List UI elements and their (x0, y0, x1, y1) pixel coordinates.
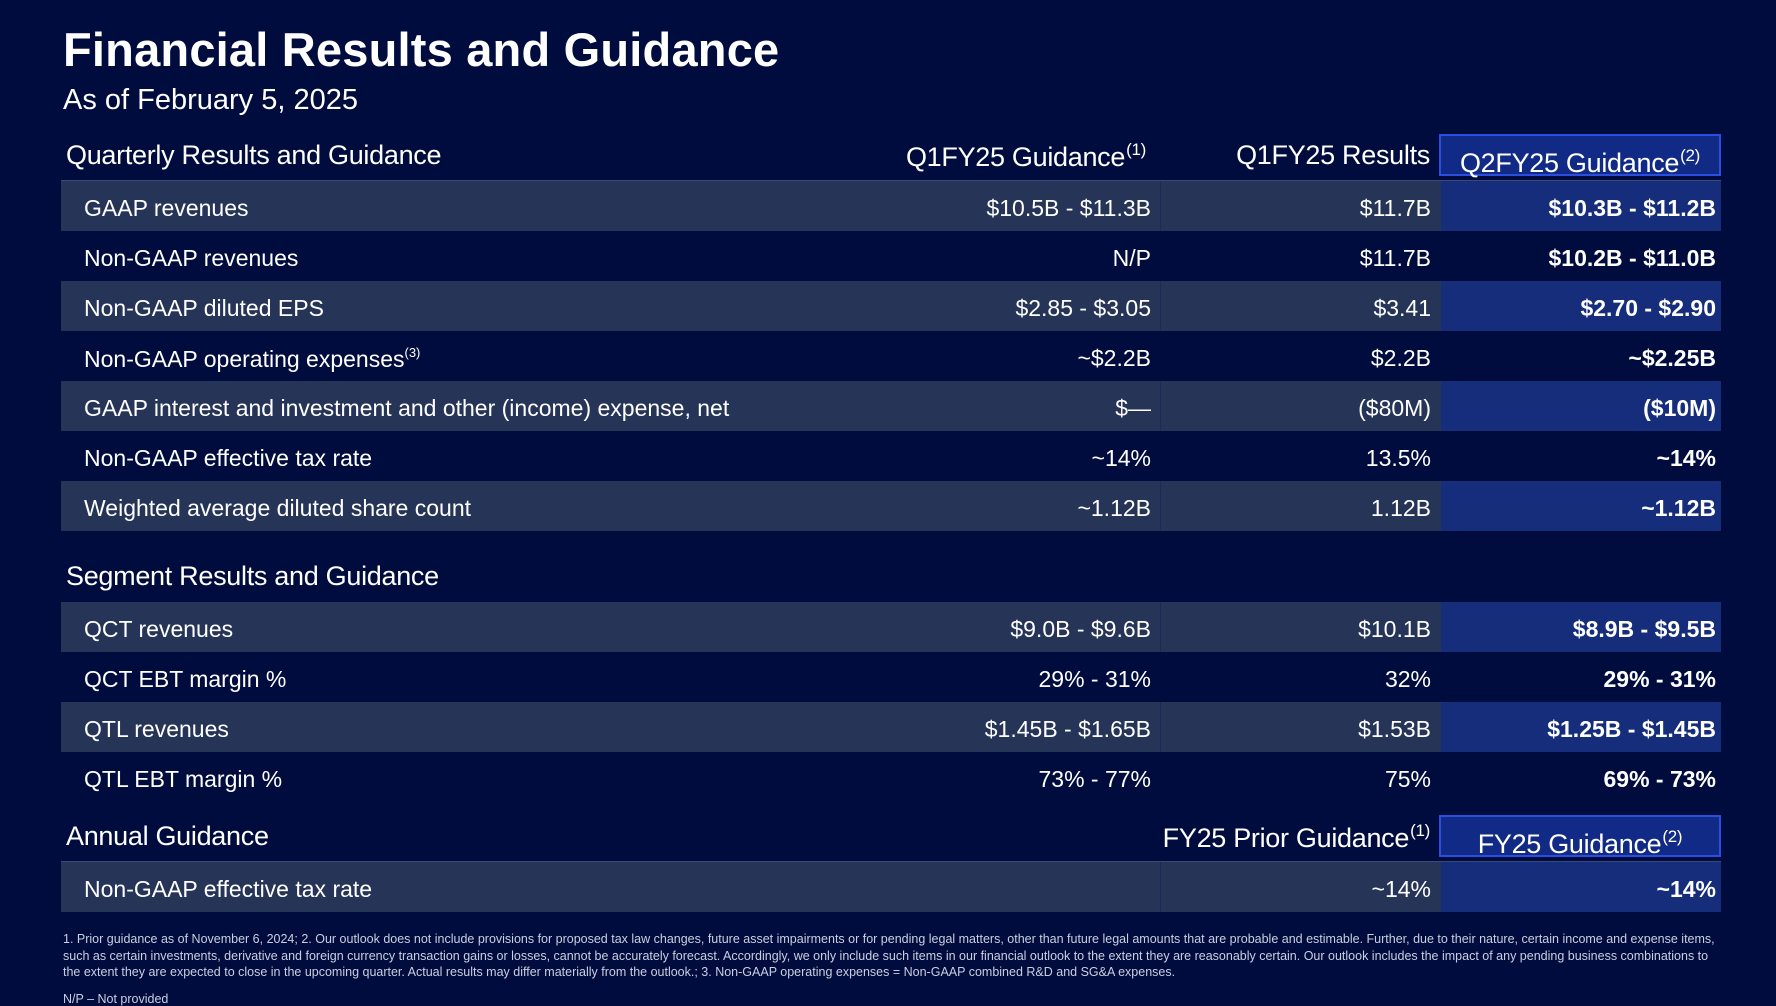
row-q1-results: 13.5% (1365, 445, 1431, 471)
row-q1-results: $3.41 (1373, 295, 1431, 321)
table-row: Non-GAAP diluted EPS $2.85 - $3.05 $3.41… (61, 281, 1721, 331)
segment-section-title: Segment Results and Guidance (66, 561, 439, 591)
row-label: GAAP interest and investment and other (… (84, 395, 730, 421)
col-q2fy25-guidance-sup: (2) (1680, 146, 1701, 165)
row-label: Non-GAAP effective tax rate (84, 445, 373, 471)
row-q1-guidance: ~14% (1091, 445, 1151, 471)
table-row: Non-GAAP effective tax rate ~14% 13.5% ~… (61, 431, 1721, 481)
row-q1-guidance: 29% - 31% (1038, 666, 1151, 692)
row-q2-guidance: $1.25B - $1.45B (1547, 716, 1716, 742)
table-row: Non-GAAP operating expenses(3) ~$2.2B $2… (61, 331, 1721, 381)
row-q1-results: 75% (1384, 766, 1431, 792)
row-q2-guidance: ~14% (1656, 445, 1716, 471)
row-q2-guidance: 29% - 31% (1603, 666, 1716, 692)
annual-section-title: Annual Guidance (66, 821, 269, 851)
row-label: Non-GAAP revenues (84, 245, 299, 271)
segment-header: Segment Results and Guidance (61, 557, 1721, 601)
col-fy25-guidance-label: FY25 Guidance (1477, 829, 1662, 859)
row-label: Non-GAAP effective tax rate (84, 876, 373, 902)
table-row: Non-GAAP effective tax rate ~14% ~14% (61, 862, 1721, 912)
quarterly-header: Quarterly Results and Guidance Q1FY25 Gu… (61, 134, 1721, 182)
col-fy25-prior-guidance: FY25 Prior Guidance(1) (1162, 821, 1431, 854)
col-fy25-guidance: FY25 Guidance(2) (1439, 815, 1721, 859)
row-q2-guidance: ~1.12B (1641, 495, 1716, 521)
row-q2-guidance: ($10M) (1643, 395, 1716, 421)
row-q2-guidance: $10.2B - $11.0B (1548, 245, 1716, 271)
page-subtitle: As of February 5, 2025 (63, 84, 358, 116)
table-row: QTL revenues $1.45B - $1.65B $1.53B $1.2… (61, 702, 1721, 752)
table-row: QTL EBT margin % 73% - 77% 75% 69% - 73% (61, 752, 1721, 802)
table-row: QCT revenues $9.0B - $9.6B $10.1B $8.9B … (61, 602, 1721, 652)
row-q2-guidance: ~$2.25B (1628, 345, 1716, 371)
row-label-text: Non-GAAP operating expenses (84, 346, 405, 372)
row-q1-results: $10.1B (1358, 616, 1431, 642)
row-q1-guidance: N/P (1112, 245, 1151, 271)
table-row: GAAP interest and investment and other (… (61, 381, 1721, 431)
np-note: N/P – Not provided (63, 992, 169, 1006)
col-fy25-prior-guidance-sup: (1) (1410, 821, 1430, 840)
row-label-sup: (3) (404, 345, 421, 360)
row-q2-guidance: $8.9B - $9.5B (1572, 616, 1716, 642)
page-title: Financial Results and Guidance (63, 23, 780, 76)
row-q1-guidance: $1.45B - $1.65B (984, 716, 1151, 742)
row-fy25-guidance: ~14% (1656, 876, 1716, 902)
row-label: Weighted average diluted share count (84, 495, 472, 521)
row-q2-guidance: $10.3B - $11.2B (1548, 195, 1716, 221)
row-q1-results: $1.53B (1358, 716, 1431, 742)
col-q1fy25-guidance-sup: (1) (1126, 140, 1146, 159)
row-label: QCT EBT margin % (84, 666, 287, 692)
row-q1-guidance: ~1.12B (1077, 495, 1151, 521)
row-q2-guidance: $2.70 - $2.90 (1580, 295, 1716, 321)
row-q1-guidance: $— (1115, 395, 1151, 421)
row-q1-guidance: 73% - 77% (1038, 766, 1151, 792)
row-q1-guidance: $2.85 - $3.05 (1015, 295, 1151, 321)
col-q1fy25-results: Q1FY25 Results (1236, 140, 1430, 170)
row-q1-results: ($80M) (1358, 395, 1431, 421)
annual-header: Annual Guidance FY25 Prior Guidance(1) F… (61, 815, 1721, 863)
row-q1-guidance: $9.0B - $9.6B (1010, 616, 1151, 642)
row-label: Non-GAAP diluted EPS (84, 295, 324, 321)
col-q1fy25-guidance: Q1FY25 Guidance(1) (906, 140, 1146, 173)
col-q1fy25-guidance-label: Q1FY25 Guidance (905, 142, 1126, 172)
row-label: Non-GAAP operating expenses(3) (84, 345, 420, 373)
table-row: Non-GAAP revenues N/P $11.7B $10.2B - $1… (61, 231, 1721, 281)
row-q1-results: 32% (1384, 666, 1431, 692)
row-fy25-prior-guidance: ~14% (1371, 876, 1431, 902)
table-row: QCT EBT margin % 29% - 31% 32% 29% - 31% (61, 652, 1721, 702)
row-q1-guidance: ~$2.2B (1077, 345, 1151, 371)
quarterly-section-title: Quarterly Results and Guidance (66, 140, 442, 170)
col-fy25-guidance-sup: (2) (1662, 827, 1683, 846)
row-label: QCT revenues (84, 616, 234, 642)
col-q2fy25-guidance-label: Q2FY25 Guidance (1459, 148, 1680, 178)
col-fy25-prior-guidance-label: FY25 Prior Guidance (1162, 823, 1410, 853)
row-q1-results: 1.12B (1370, 495, 1431, 521)
row-q1-results: $2.2B (1370, 345, 1431, 371)
row-label: QTL EBT margin % (84, 766, 283, 792)
col-q2fy25-guidance: Q2FY25 Guidance(2) (1439, 134, 1721, 178)
row-q2-guidance: 69% - 73% (1603, 766, 1716, 792)
row-q1-guidance: $10.5B - $11.3B (986, 195, 1151, 221)
row-label: GAAP revenues (84, 195, 249, 221)
row-q1-results: $11.7B (1359, 245, 1431, 271)
row-label: QTL revenues (84, 716, 229, 742)
footnote: 1. Prior guidance as of November 6, 2024… (63, 932, 1715, 979)
table-row: GAAP revenues $10.5B - $11.3B $11.7B $10… (61, 181, 1721, 231)
table-row: Weighted average diluted share count ~1.… (61, 481, 1721, 531)
row-q1-results: $11.7B (1359, 195, 1431, 221)
